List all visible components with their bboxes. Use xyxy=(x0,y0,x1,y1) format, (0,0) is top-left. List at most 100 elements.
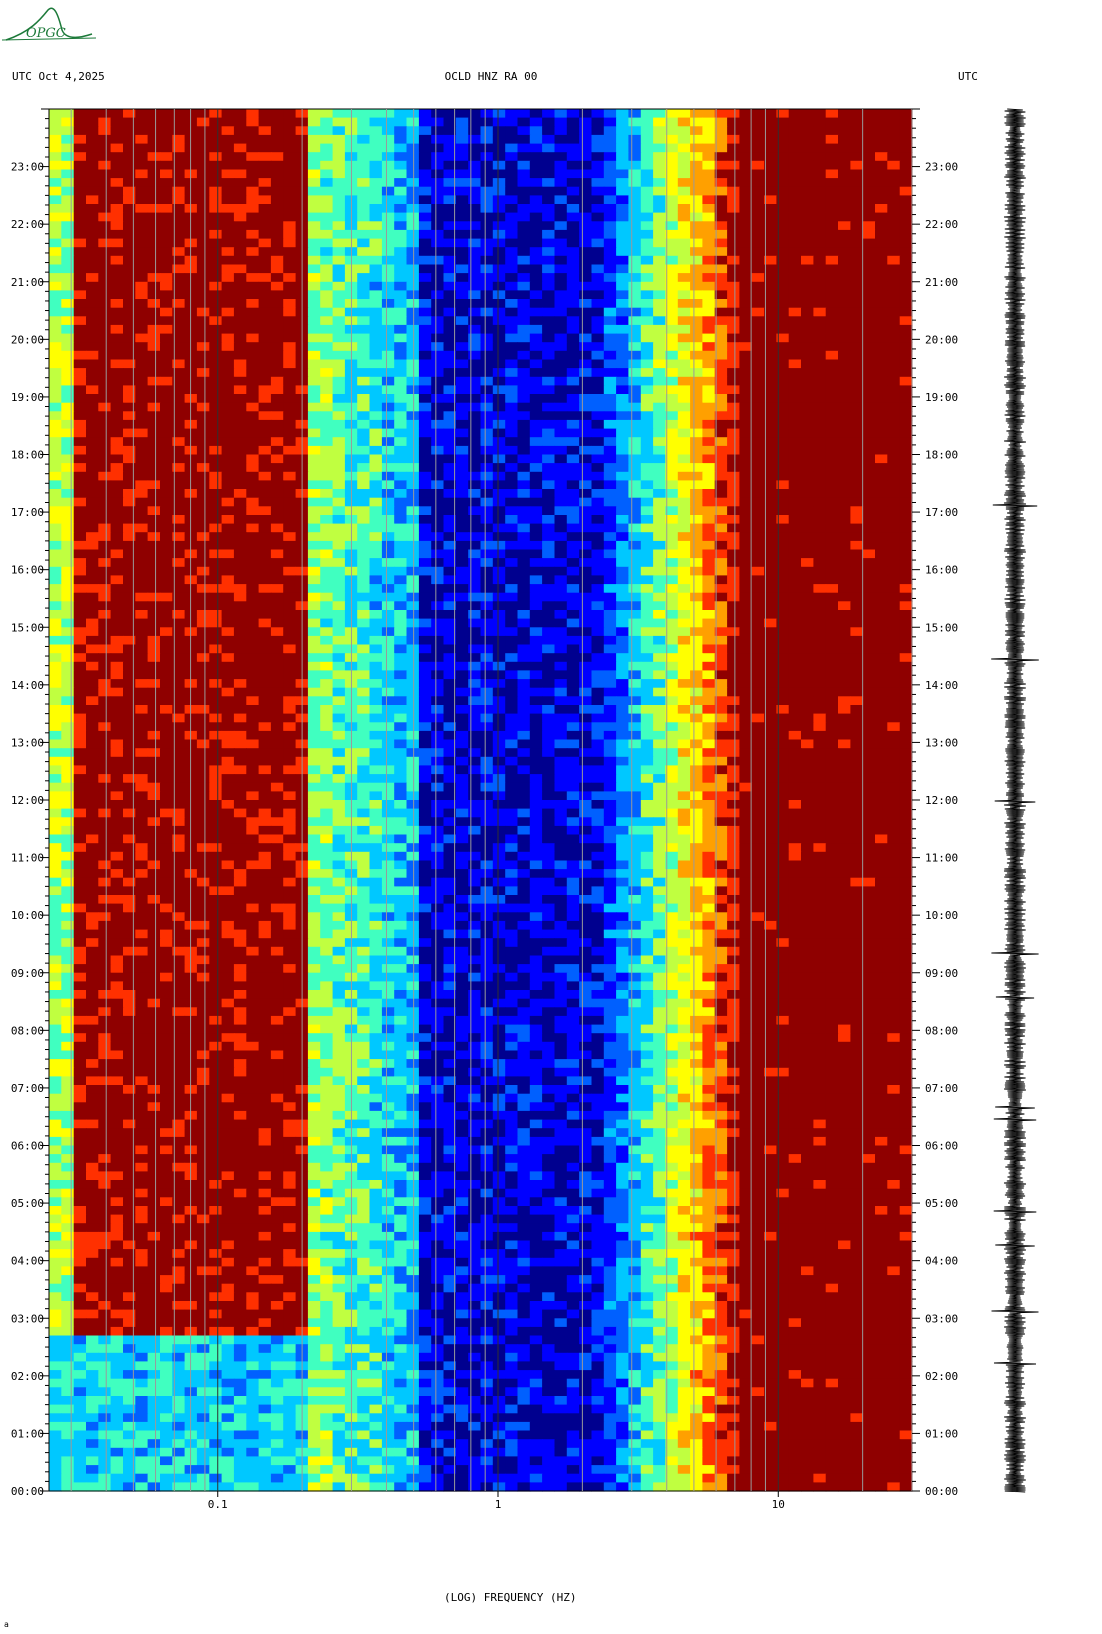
spectrogram-cell xyxy=(209,281,223,291)
spectrogram-cell xyxy=(123,299,136,309)
spectrogram-cell xyxy=(665,324,679,335)
spectrogram-cell xyxy=(172,411,186,421)
spectrogram-cell xyxy=(61,152,75,162)
spectrogram-cell xyxy=(61,471,75,481)
spectrogram-cell xyxy=(850,221,864,231)
spectrogram-cell xyxy=(492,696,506,706)
spectrogram-cell xyxy=(258,204,272,214)
spectrogram-cell xyxy=(764,394,777,404)
spectrogram-cell xyxy=(147,705,161,715)
spectrogram-cell xyxy=(751,670,765,680)
spectrogram-cell xyxy=(690,160,703,170)
spectrogram-cell xyxy=(887,359,901,369)
spectrogram-cell xyxy=(677,186,691,196)
spectrogram-cell xyxy=(714,523,728,533)
spectrogram-cell xyxy=(727,255,740,265)
spectrogram-cell xyxy=(517,273,531,283)
spectrogram-cell xyxy=(542,402,555,412)
spectrogram-cell xyxy=(172,566,186,576)
spectrogram-cell xyxy=(739,307,753,317)
spectrogram-cell xyxy=(751,402,765,412)
spectrogram-cell xyxy=(135,255,149,265)
spectrogram-cell xyxy=(110,350,124,360)
spectrogram-cell xyxy=(443,255,457,265)
spectrogram-cell xyxy=(751,350,765,360)
spectrogram-cell xyxy=(566,411,580,421)
spectrogram-cell xyxy=(702,506,716,516)
spectrogram-cell xyxy=(160,437,173,447)
spectrogram-cell xyxy=(492,489,506,499)
spectrogram-cell xyxy=(554,687,568,697)
spectrogram-cell xyxy=(492,204,506,214)
spectrogram-cell xyxy=(677,195,691,205)
spectrogram-cell xyxy=(283,247,297,257)
spectrogram-cell xyxy=(49,333,62,343)
spectrogram-cell xyxy=(566,238,580,248)
spectrogram-cell xyxy=(850,299,864,309)
spectrogram-cell xyxy=(233,497,247,507)
spectrogram-cell xyxy=(246,195,260,205)
spectrogram-cell xyxy=(603,307,617,317)
spectrogram-cell xyxy=(307,618,321,628)
spectrogram-cell xyxy=(307,324,321,335)
spectrogram-cell xyxy=(751,480,765,490)
spectrogram-cell xyxy=(603,126,617,136)
spectrogram-cell xyxy=(554,221,568,231)
spectrogram-cell xyxy=(764,350,777,360)
spectrogram-cell xyxy=(49,549,62,559)
spectrogram-cell xyxy=(727,618,740,628)
spectrogram-cell xyxy=(394,497,408,507)
spectrogram-cell xyxy=(529,635,543,646)
spectrogram-cell xyxy=(98,558,112,568)
spectrogram-cell xyxy=(899,480,913,490)
spectrogram-cell xyxy=(86,661,99,671)
spectrogram-cell xyxy=(529,160,543,170)
spectrogram-cell xyxy=(764,454,777,464)
spectrogram-cell xyxy=(110,584,124,594)
spectrogram-cell xyxy=(838,653,851,663)
spectrogram-cell xyxy=(209,255,223,265)
spectrogram-cell xyxy=(505,117,519,127)
spectrogram-cell xyxy=(850,359,864,369)
spectrogram-cell xyxy=(862,333,876,343)
spectrogram-cell xyxy=(480,445,494,456)
spectrogram-cell xyxy=(369,221,383,231)
spectrogram-cell xyxy=(110,402,124,412)
spectrogram-cell xyxy=(529,437,543,447)
spectrogram-cell xyxy=(616,238,629,248)
spectrogram-cell xyxy=(714,195,728,205)
spectrogram-cell xyxy=(813,489,827,499)
spectrogram-cell xyxy=(838,212,851,222)
spectrogram-cell xyxy=(739,359,753,369)
spectrogram-cell xyxy=(209,705,223,715)
spectrogram-cell xyxy=(776,618,790,628)
spectrogram-cell xyxy=(579,506,592,516)
spectrogram-cell xyxy=(270,428,284,438)
spectrogram-cell xyxy=(788,143,802,153)
spectrogram-cell xyxy=(320,471,334,481)
spectrogram-cell xyxy=(788,290,802,300)
spectrogram-cell xyxy=(283,117,297,127)
spectrogram-cell xyxy=(813,419,827,430)
spectrogram-cell xyxy=(110,368,124,378)
spectrogram-cell xyxy=(209,342,223,352)
spectrogram-cell xyxy=(270,376,284,386)
spectrogram-cell xyxy=(270,506,284,516)
spectrogram-cell xyxy=(320,264,334,274)
spectrogram-cell xyxy=(61,273,75,283)
spectrogram-cell xyxy=(776,307,790,317)
spectrogram-cell xyxy=(542,610,555,620)
spectrogram-cell xyxy=(135,281,149,291)
spectrogram-cell xyxy=(332,523,346,533)
spectrogram-cell xyxy=(221,316,235,326)
spectrogram-cell xyxy=(172,290,186,300)
spectrogram-cell xyxy=(739,160,753,170)
spectrogram-cell xyxy=(542,186,555,196)
spectrogram-cell xyxy=(196,204,210,214)
spectrogram-cell xyxy=(307,152,321,162)
spectrogram-cell xyxy=(628,696,642,706)
spectrogram-cell xyxy=(381,394,395,404)
spectrogram-cell xyxy=(123,713,136,723)
spectrogram-cell xyxy=(529,169,543,179)
spectrogram-cell xyxy=(160,454,173,464)
